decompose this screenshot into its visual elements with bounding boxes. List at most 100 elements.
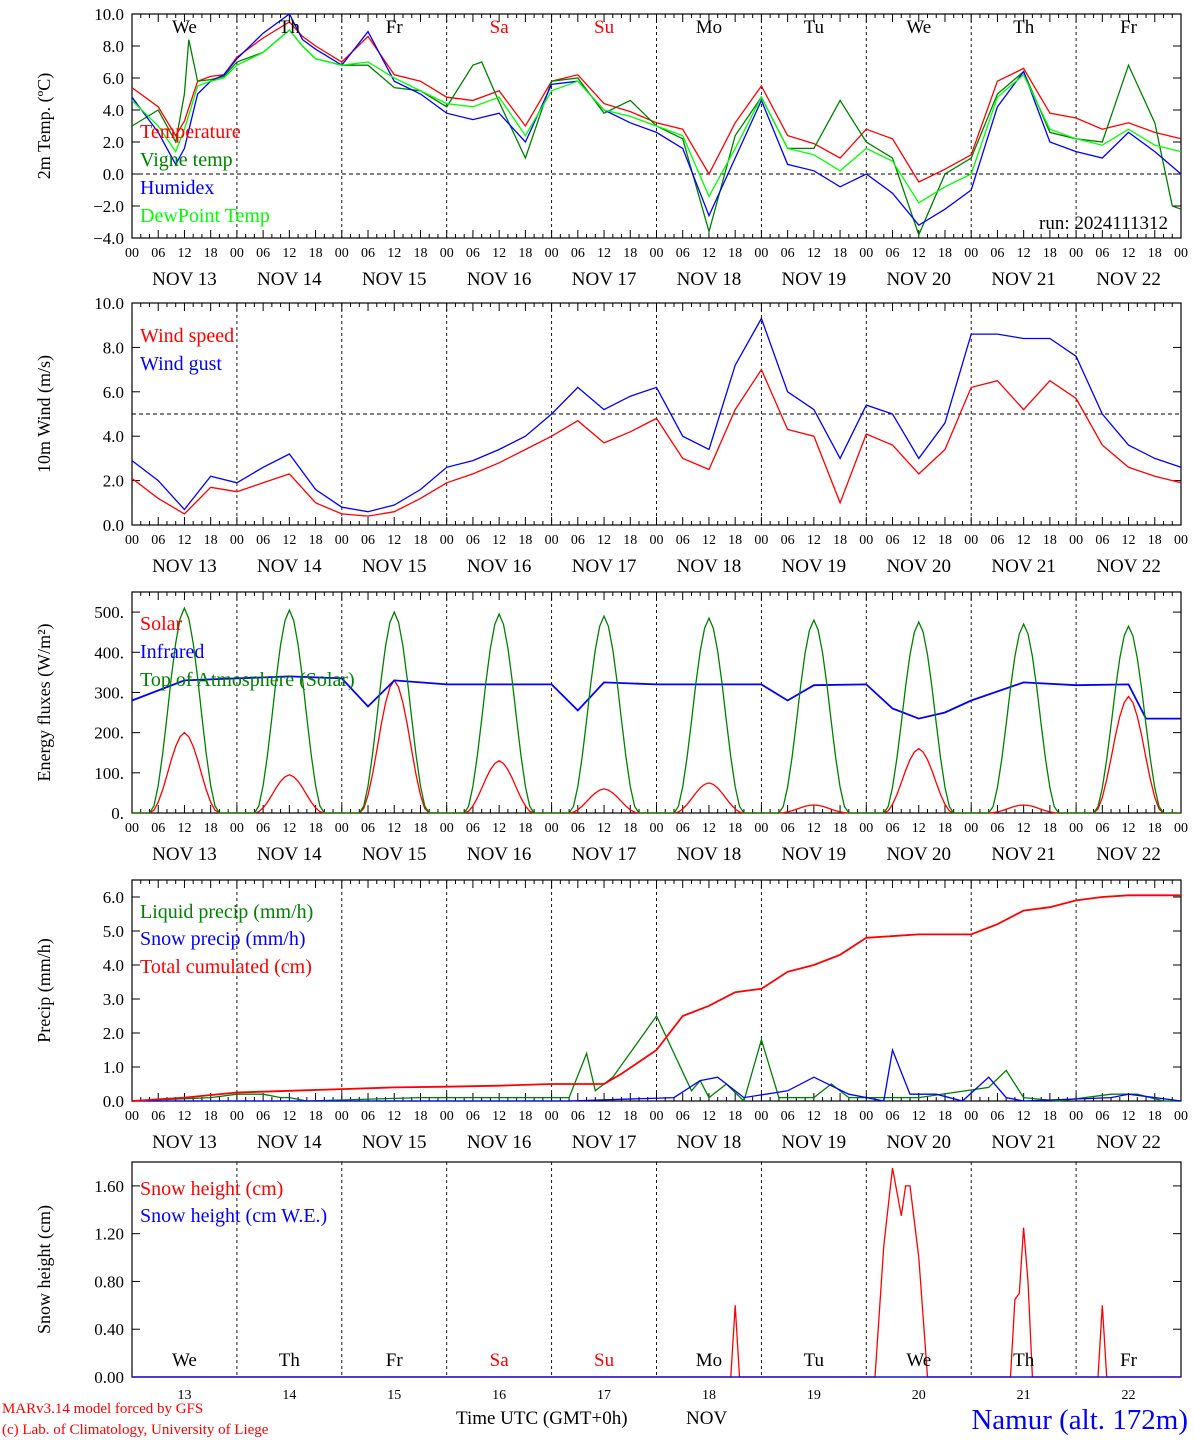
- date-label: NOV 16: [467, 844, 532, 865]
- day-name-label: Th: [1013, 1350, 1035, 1371]
- credit-line: (c) Lab. of Climatology, University of L…: [2, 1422, 269, 1438]
- hour-tick-label: 00: [1174, 1109, 1188, 1124]
- hour-tick-label: 18: [413, 821, 427, 836]
- hour-tick-label: 00: [335, 1109, 349, 1124]
- hour-tick-label: 00: [1069, 533, 1083, 548]
- hour-tick-label: 18: [204, 821, 218, 836]
- hour-tick-label: 00: [650, 1109, 664, 1124]
- station-name: Namur (alt. 172m): [971, 1404, 1188, 1436]
- hour-tick-label: 00: [1069, 821, 1083, 836]
- day-number-label: 16: [492, 1388, 506, 1403]
- hour-tick-label: 18: [938, 821, 952, 836]
- y-tick-label: 0.40: [94, 1320, 124, 1339]
- hour-tick-label: 06: [781, 821, 795, 836]
- hour-tick-label: 00: [964, 246, 978, 261]
- legend-entry: Top of Atmosphere (Solar): [140, 669, 355, 691]
- y-tick-label: 3.0: [103, 990, 124, 1009]
- hour-tick-label: 06: [466, 246, 480, 261]
- y-tick-label: 0.00: [94, 1368, 124, 1387]
- hour-tick-label: 00: [1069, 246, 1083, 261]
- day-name-label: Th: [279, 17, 301, 38]
- series-line-top-of-atmosphere-solar-: [132, 606, 1181, 814]
- hour-tick-label: 06: [571, 821, 585, 836]
- hour-tick-label: 18: [1043, 821, 1057, 836]
- hour-tick-label: 18: [1148, 1109, 1162, 1124]
- legend-entry: Infrared: [140, 641, 204, 663]
- hour-tick-label: 12: [387, 1109, 401, 1124]
- y-tick-label: 500.: [94, 603, 124, 622]
- date-label: NOV 13: [152, 269, 217, 290]
- y-tick-label: 0.0: [103, 1092, 124, 1111]
- hour-tick-label: 12: [1017, 533, 1031, 548]
- hour-tick-label: 06: [676, 821, 690, 836]
- day-number-label: 21: [1017, 1388, 1031, 1403]
- y-axis-label: Precip (mm/h): [34, 938, 55, 1042]
- hour-tick-label: 00: [1174, 533, 1188, 548]
- hour-tick-label: 12: [177, 533, 191, 548]
- hour-tick-label: 06: [151, 821, 165, 836]
- hour-tick-label: 06: [886, 246, 900, 261]
- hour-tick-label: 18: [309, 246, 323, 261]
- hour-tick-label: 12: [282, 533, 296, 548]
- hour-tick-label: 12: [1017, 821, 1031, 836]
- hour-tick-label: 00: [545, 533, 559, 548]
- date-label: NOV 15: [362, 269, 427, 290]
- hour-tick-label: 00: [125, 533, 139, 548]
- hour-tick-label: 00: [650, 821, 664, 836]
- hour-tick-label: 12: [1122, 1109, 1136, 1124]
- hour-tick-label: 00: [650, 533, 664, 548]
- hour-tick-label: 06: [151, 533, 165, 548]
- date-label: NOV 14: [257, 269, 322, 290]
- hour-tick-label: 00: [440, 246, 454, 261]
- day-name-label: Th: [279, 1350, 301, 1371]
- hour-tick-label: 18: [1043, 533, 1057, 548]
- hour-tick-label: 06: [256, 821, 270, 836]
- date-label: NOV 22: [1096, 556, 1161, 577]
- hour-tick-label: 00: [859, 1109, 873, 1124]
- hour-tick-label: 18: [1043, 1109, 1057, 1124]
- y-tick-label: −4.0: [93, 229, 124, 248]
- hour-tick-label: 12: [282, 1109, 296, 1124]
- series-line-wind-speed: [131, 368, 1182, 517]
- hour-tick-label: 18: [728, 533, 742, 548]
- hour-tick-label: 06: [256, 533, 270, 548]
- legend-entry: Wind gust: [140, 353, 222, 375]
- series-line-dewpoint-temp: [131, 29, 1182, 204]
- hour-tick-label: 00: [440, 1109, 454, 1124]
- hour-tick-label: 12: [912, 246, 926, 261]
- date-label: NOV 18: [677, 1132, 742, 1153]
- hour-tick-label: 18: [309, 821, 323, 836]
- hour-tick-label: 18: [309, 533, 323, 548]
- day-number-label: 18: [702, 1388, 716, 1403]
- hour-tick-label: 12: [702, 533, 716, 548]
- hour-tick-label: 00: [1174, 246, 1188, 261]
- day-name-label: Tu: [804, 17, 825, 38]
- y-tick-label: 0.80: [94, 1272, 124, 1291]
- panel-1: [131, 13, 1182, 239]
- hour-tick-label: 00: [125, 246, 139, 261]
- y-tick-label: 6.0: [103, 888, 124, 907]
- date-label: NOV 14: [257, 556, 322, 577]
- day-number-label: 13: [177, 1388, 191, 1403]
- hour-tick-label: 00: [754, 246, 768, 261]
- hour-tick-label: 12: [492, 246, 506, 261]
- y-tick-label: 100.: [94, 764, 124, 783]
- y-tick-label: 200.: [94, 724, 124, 743]
- day-name-label: Th: [1013, 17, 1035, 38]
- hour-tick-label: 06: [886, 533, 900, 548]
- hour-tick-label: 18: [204, 1109, 218, 1124]
- date-label: NOV 19: [782, 1132, 847, 1153]
- legend-entry: Temperature: [140, 121, 241, 143]
- hour-tick-label: 00: [335, 821, 349, 836]
- hour-tick-label: 06: [571, 246, 585, 261]
- hour-tick-label: 12: [597, 1109, 611, 1124]
- hour-tick-label: 18: [204, 533, 218, 548]
- run-label: run: 2024111312: [1039, 213, 1168, 234]
- date-label: NOV 17: [572, 269, 637, 290]
- hour-tick-label: 00: [964, 1109, 978, 1124]
- series-line-total-cumulated-cm-: [131, 894, 1181, 1102]
- hour-tick-label: 12: [597, 533, 611, 548]
- y-tick-label: 0.: [111, 804, 124, 823]
